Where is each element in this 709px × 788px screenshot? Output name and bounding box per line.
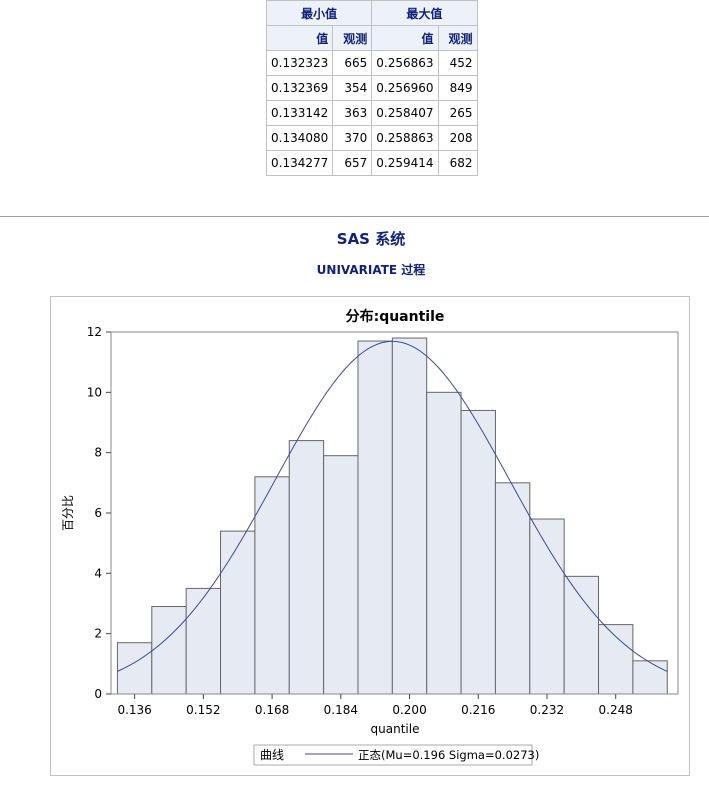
x-tick-label: 0.232 (530, 703, 564, 717)
chart-title: 分布:quantile (346, 308, 445, 325)
max-obs: 682 (437, 150, 478, 176)
min-obs-header: 观测 (332, 25, 373, 51)
histogram-bar (426, 391, 462, 695)
extremes-header-row: 最小值 最大值 (265, 0, 478, 26)
histogram-bar (632, 660, 668, 695)
histogram-bar (598, 624, 634, 695)
table-row: 0.133142 363 0.258407 265 (265, 100, 478, 126)
histogram-bar (151, 606, 187, 695)
histogram-bar (288, 440, 325, 695)
y-tick-label: 2 (94, 627, 102, 641)
min-value: 0.134080 (265, 125, 334, 151)
min-value: 0.134277 (265, 150, 334, 176)
histogram-bar (185, 587, 222, 695)
histogram-chart: 分布:quantile 0 2 4 6 8 10 12 0.136 0.152 0.168 0.1… (61, 308, 679, 766)
y-tick-label: 6 (94, 506, 102, 520)
histogram-bar (220, 530, 256, 695)
extremes-subheader-row: 值 观测 值 观测 (265, 25, 478, 51)
extremes-table: 最小值 最大值 值 观测 值 观测 0.132323 665 0.256863 … (265, 0, 478, 176)
x-tick-label: 0.168 (255, 703, 289, 717)
min-obs: 354 (332, 75, 373, 101)
min-value: 0.132323 (265, 50, 334, 76)
y-tick-label: 4 (94, 566, 102, 580)
max-value: 0.258863 (371, 125, 439, 151)
x-tick-label: 0.200 (392, 703, 426, 717)
system-title: SAS 系统 (336, 230, 406, 248)
table-row: 0.132369 354 0.256960 849 (265, 75, 478, 101)
y-tick-label: 0 (94, 687, 102, 701)
histogram-chart-frame: 分布:quantile 0 2 4 6 8 10 12 0.136 0.152 0.168 0.1… (50, 296, 690, 776)
legend-title: 曲线 (260, 748, 284, 762)
x-axis-label: quantile (371, 722, 420, 736)
max-value: 0.259414 (371, 150, 439, 176)
max-obs: 208 (437, 125, 478, 151)
min-value-header: 值 (265, 25, 334, 51)
histogram-bar (254, 476, 290, 695)
y-axis-label: 百分比 (61, 495, 75, 531)
min-obs: 363 (332, 100, 373, 126)
max-obs-header: 观测 (437, 25, 478, 51)
y-tick-label: 10 (87, 385, 102, 399)
y-tick-label: 8 (94, 446, 102, 460)
histogram-bar (460, 409, 496, 695)
max-obs: 265 (437, 100, 478, 126)
x-tick-label: 0.184 (324, 703, 358, 717)
histogram-bar (391, 337, 428, 695)
min-header: 最小值 (265, 0, 373, 26)
legend: 曲线 正态(Mu=0.196 Sigma=0.0273) (253, 744, 539, 766)
max-obs: 849 (437, 75, 478, 101)
histogram-bar (563, 575, 600, 695)
histogram-bar (357, 340, 393, 695)
x-tick-label: 0.216 (461, 703, 495, 717)
legend-frame (253, 744, 533, 766)
x-tick-label: 0.248 (599, 703, 633, 717)
min-obs: 665 (332, 50, 373, 76)
min-value: 0.133142 (265, 100, 334, 126)
procedure-title: UNIVARIATE 过程 (316, 263, 426, 277)
min-obs: 657 (332, 150, 373, 176)
max-value-header: 值 (371, 25, 439, 51)
histogram-bar (529, 518, 565, 695)
min-value: 0.132369 (265, 75, 334, 101)
max-value: 0.256863 (371, 50, 439, 76)
min-obs: 370 (332, 125, 373, 151)
histogram-bar (494, 482, 531, 695)
y-tick-label: 12 (87, 325, 102, 339)
table-row: 0.134277 657 0.259414 682 (265, 150, 478, 176)
max-header: 最大值 (371, 0, 478, 26)
normal-curve (117, 340, 668, 672)
histogram-bar (323, 455, 359, 695)
table-row: 0.132323 665 0.256863 452 (265, 50, 478, 76)
table-row: 0.134080 370 0.258863 208 (265, 125, 478, 151)
max-value: 0.258407 (371, 100, 439, 126)
legend-entry: 正态(Mu=0.196 Sigma=0.0273) (358, 748, 539, 762)
section-divider (0, 216, 709, 217)
max-value: 0.256960 (371, 75, 439, 101)
x-tick-label: 0.136 (117, 703, 151, 717)
max-obs: 452 (437, 50, 478, 76)
histogram-bar (116, 642, 153, 695)
x-tick-label: 0.152 (186, 703, 220, 717)
